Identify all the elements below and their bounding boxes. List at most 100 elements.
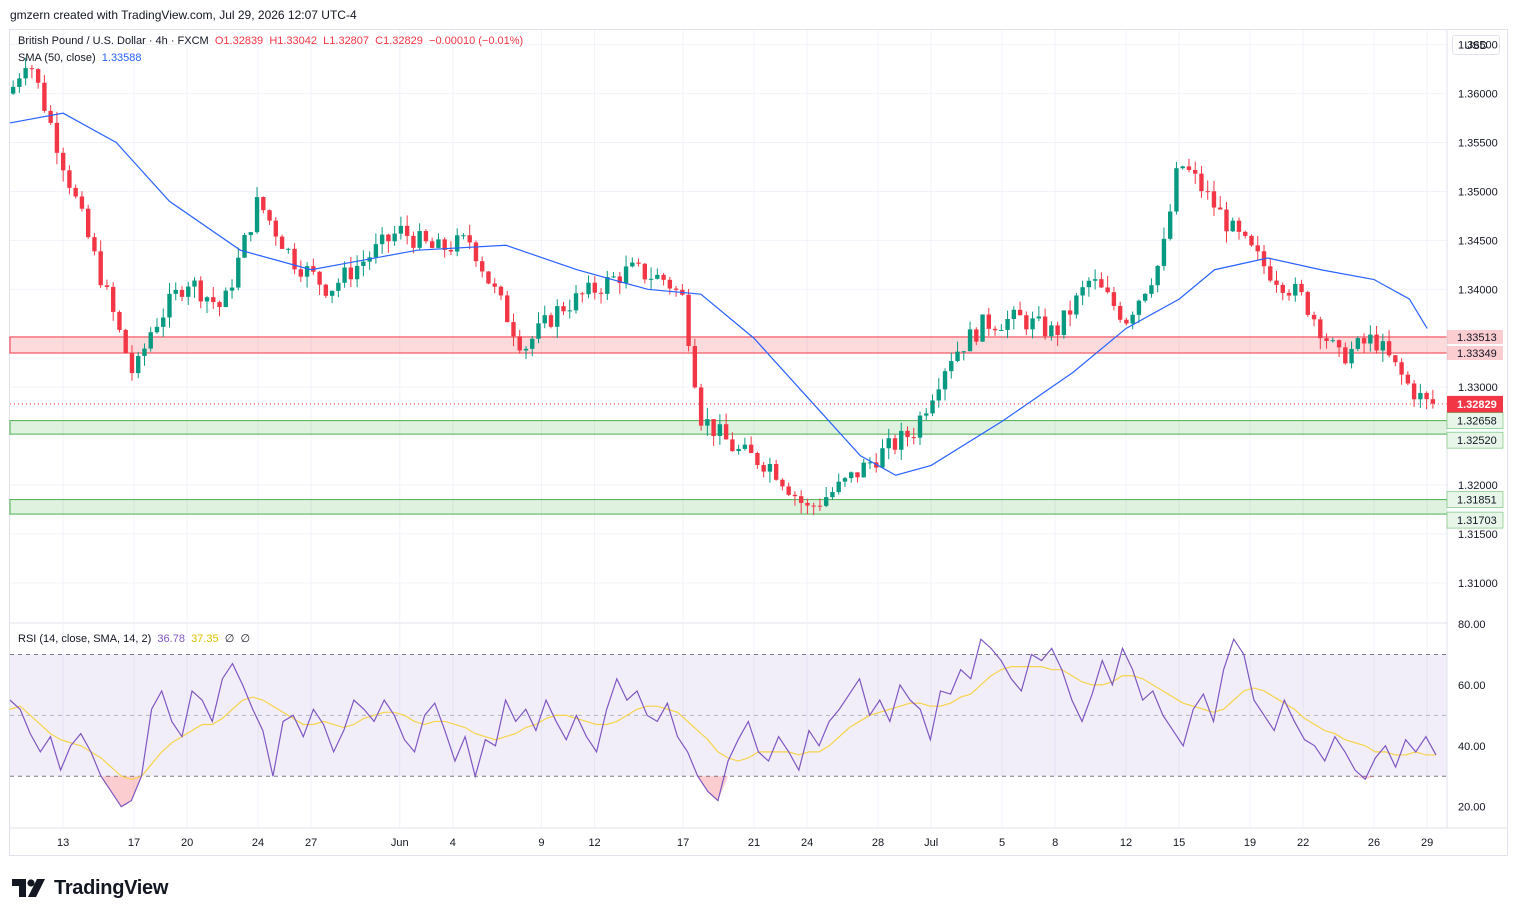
candle-body [611, 276, 616, 278]
candle-body [1211, 191, 1217, 208]
candle-body [361, 261, 366, 266]
candle-body [211, 297, 216, 303]
candle-body [1430, 399, 1436, 404]
candle-body [1205, 191, 1210, 193]
candle-body [1318, 319, 1323, 339]
candle-body [1017, 309, 1023, 316]
rsi-label: RSI (14, close, SMA, 14, 2) [18, 633, 152, 645]
time-tick-label: 12 [588, 837, 600, 849]
rsi-line [9, 637, 1437, 808]
candle-body [454, 235, 460, 252]
rsi-tick-label: 20.00 [1458, 802, 1486, 814]
last-price-label: 1.32829 [1457, 399, 1497, 411]
candle-body [354, 265, 360, 280]
candle-body [830, 492, 835, 498]
candle-body [1293, 283, 1298, 296]
brand[interactable]: TradingView [12, 876, 168, 900]
candle-body [186, 286, 191, 297]
candle-body [855, 472, 860, 478]
candle-body [536, 323, 541, 339]
close-value: C1.32829 [375, 35, 423, 47]
candle-body [104, 285, 110, 287]
candles [10, 57, 1436, 515]
candle-body [567, 310, 572, 312]
candle-body [967, 329, 973, 352]
candle-body [1049, 325, 1054, 337]
candle-body [123, 329, 128, 354]
chart-frame [9, 29, 1508, 856]
candle-body [54, 122, 60, 153]
candle-body [35, 69, 41, 83]
candle-body [1324, 338, 1329, 341]
time-tick-label: 24 [252, 837, 264, 849]
candle-body [1080, 287, 1085, 296]
candle-body [1011, 309, 1017, 319]
candle-body [1230, 220, 1235, 232]
zone-label-bg [1447, 346, 1503, 361]
candle-body [1042, 316, 1048, 337]
candle-body [949, 361, 954, 372]
candle-body [805, 502, 810, 506]
rsi-legend[interactable]: RSI (14, close, SMA, 14, 2) 36.78 37.35 … [18, 632, 250, 645]
candle-body [1405, 374, 1411, 384]
time-tick-label: 5 [999, 837, 1005, 849]
high-value: H1.33042 [269, 35, 318, 47]
candle-body [1349, 348, 1354, 364]
rsi-panel [9, 622, 1447, 808]
candle-body [23, 68, 28, 79]
time-tick-label: 8 [1052, 837, 1058, 849]
time-tick-label: 24 [801, 837, 813, 849]
sma-legend[interactable]: SMA (50, close) 1.33588 [18, 52, 142, 64]
rsi-oversold-fill [121, 776, 132, 807]
candle-body [480, 261, 485, 272]
candle-body [161, 317, 166, 327]
candle-body [911, 437, 916, 439]
support-zone [9, 420, 1448, 435]
currency-button[interactable]: USD [1452, 35, 1500, 55]
candle-body [930, 400, 935, 414]
time-tick-label: 4 [450, 837, 456, 849]
candle-body [442, 239, 447, 250]
candle-body [1061, 310, 1067, 335]
candle-body [379, 234, 385, 245]
price-tick-label: 1.35500 [1458, 138, 1498, 150]
candle-body [286, 248, 291, 250]
candle-body [824, 497, 829, 506]
candle-body [117, 311, 122, 330]
rsi-oversold-fill [707, 776, 718, 801]
candle-body [1355, 338, 1361, 349]
candle-body [304, 266, 310, 277]
rsi-sma-value: 37.35 [191, 633, 219, 645]
candle-body [1136, 300, 1142, 315]
candle-body [798, 496, 804, 503]
candle-body [523, 348, 529, 351]
candle-body [111, 286, 116, 312]
rsi-oversold-fill [717, 776, 729, 801]
zone-label-bg [1447, 329, 1503, 344]
candle-body [173, 289, 178, 294]
rsi-oversold-fill [111, 776, 122, 807]
rsi-band [10, 654, 1447, 777]
time-tick-label: 13 [57, 837, 69, 849]
candle-body [292, 248, 297, 270]
candle-body [10, 86, 16, 94]
candle-body [198, 280, 203, 302]
symbol-legend[interactable]: British Pound / U.S. Dollar · 4h · FXCM … [18, 35, 523, 47]
candle-body [530, 338, 535, 349]
candle-body [598, 292, 604, 294]
candle-body [936, 389, 941, 401]
candle-body [617, 276, 622, 284]
time-tick-label: 9 [538, 837, 544, 849]
candle-body [1092, 279, 1098, 281]
candle-body [786, 486, 791, 495]
grid [10, 30, 1447, 828]
candle-body [411, 235, 416, 248]
candle-body [1142, 293, 1148, 301]
rsi-oversold-fill [1365, 776, 1376, 780]
candle-body [85, 208, 91, 238]
candle-body [1255, 245, 1260, 252]
candle-body [1418, 392, 1423, 400]
candle-body [836, 481, 841, 493]
time-tick-label: 28 [872, 837, 884, 849]
